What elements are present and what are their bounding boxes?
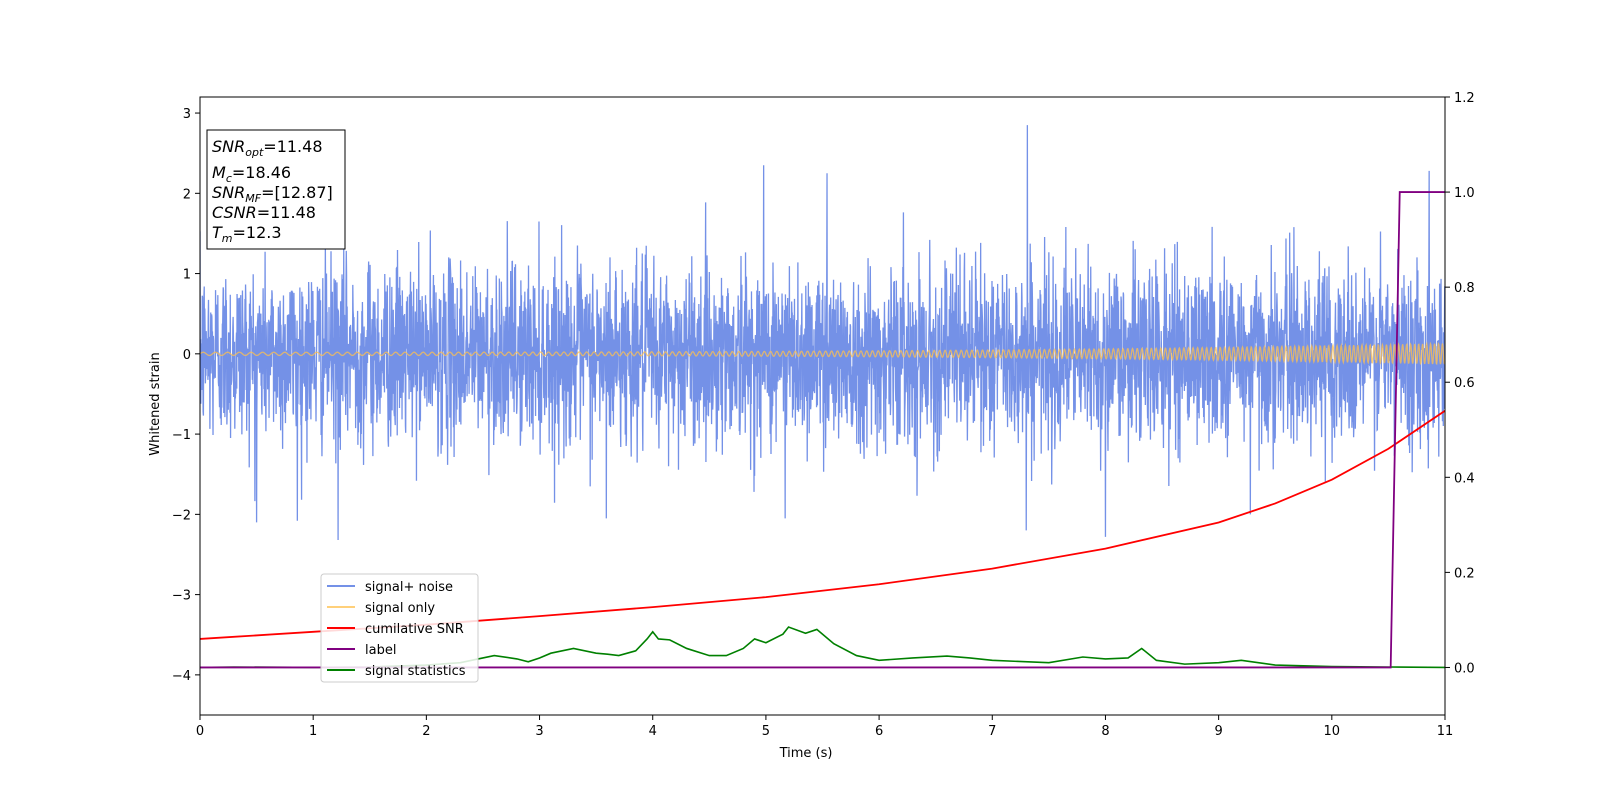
x-tick-label: 2 — [422, 724, 430, 739]
x-tick-label: 3 — [535, 724, 543, 739]
legend-frame — [320, 573, 479, 683]
info-box: SNRopt=11.48 Mc=18.46SNRMF=[12.87]CSNR=11… — [206, 129, 346, 250]
legend-label: signal only — [365, 601, 435, 616]
x-tick-label: 4 — [649, 724, 657, 739]
y2-tick-label: 0.6 — [1454, 376, 1475, 391]
x-tick-label: 0 — [196, 724, 204, 739]
y-tick-label: −1 — [172, 428, 191, 443]
x-tick-label: 5 — [762, 724, 770, 739]
x-tick-label: 6 — [875, 724, 883, 739]
y-tick-label: 3 — [183, 107, 191, 122]
legend-label: cumilative SNR — [365, 622, 464, 637]
plot-frame — [199, 96, 1446, 716]
axes: 0 1 2 3 4 5 6 7 8 9 10 113210−1−2−3−41.21.00.80.60.… — [172, 91, 1475, 739]
y-tick-label: 0 — [183, 348, 191, 363]
info-line: SNRopt=11.48 — [212, 137, 323, 159]
series-signal-only-line — [200, 341, 1445, 366]
y-tick-label: 2 — [183, 187, 191, 202]
legend-label: label — [365, 643, 396, 658]
x-axis-label: Time (s) — [779, 746, 833, 761]
y2-tick-label: 0.0 — [1454, 661, 1475, 676]
y2-tick-label: 0.8 — [1454, 281, 1475, 296]
x-tick-label: 7 — [988, 724, 996, 739]
y2-tick-label: 0.4 — [1454, 471, 1475, 486]
x-tick-label: 11 — [1437, 724, 1454, 739]
x-tick-label: 9 — [1214, 724, 1222, 739]
legend: signal+ noise signal only cumilative SNR la… — [320, 573, 479, 683]
y2-tick-label: 1.2 — [1454, 91, 1475, 106]
series-label-line — [200, 191, 1445, 669]
info-line: Tm=12.3 — [212, 223, 282, 245]
y2-tick-label: 1.0 — [1454, 186, 1475, 201]
y-axis-label: Whitened strain — [148, 352, 163, 455]
x-tick-label: 1 — [309, 724, 317, 739]
info-line: Mc=18.46 — [212, 163, 291, 185]
x-tick-label: 8 — [1101, 724, 1109, 739]
x-tick-label: 10 — [1324, 724, 1341, 739]
y-tick-label: −2 — [172, 508, 191, 523]
y-tick-label: −3 — [172, 589, 191, 604]
info-box-frame — [206, 129, 346, 250]
series-signal-statistics-line — [200, 626, 1445, 669]
y-tick-label: 1 — [183, 268, 191, 283]
info-line: CSNR=11.48 — [212, 203, 316, 222]
legend-label: signal+ noise — [365, 580, 453, 595]
y2-tick-label: 0.2 — [1454, 566, 1475, 581]
y-tick-label: −4 — [172, 669, 191, 684]
legend-label: signal statistics — [365, 664, 466, 679]
info-line: SNRMF=[12.87] — [212, 183, 333, 205]
